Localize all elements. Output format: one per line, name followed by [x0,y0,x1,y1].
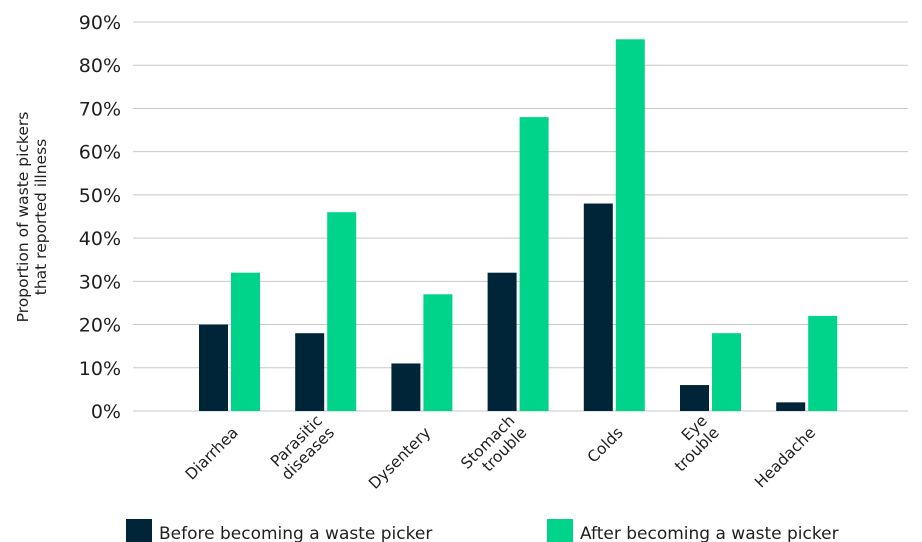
bar-after [327,212,357,411]
x-tick-label: Diarrhea [182,424,242,484]
y-tick-label: 70% [79,98,121,120]
legend: Before becoming a waste picker After beco… [126,519,839,542]
y-tick-label: 80% [79,55,121,77]
x-tick-label-line: Headache [751,424,819,492]
y-axis-title-line: that reported illness [32,139,50,295]
y-tick-label: 0% [91,401,121,423]
bar-before [487,272,517,411]
bar-before [680,385,709,411]
y-tick-label: 60% [79,142,121,164]
x-tick-label: Headache [751,424,819,492]
y-tick-label: 20% [79,315,121,337]
bar-before [295,333,325,411]
legend-swatch [126,519,152,542]
bar-before [583,203,613,411]
y-tick-label: 40% [79,228,121,250]
y-tick-label: 90% [79,12,121,34]
legend-label: Before becoming a waste picker [159,524,432,542]
y-axis-title: Proportion of waste pickersthat reported… [14,112,50,323]
y-tick-label: 10% [79,358,121,380]
bar-after [712,333,741,411]
bars [199,39,838,412]
bar-after [808,315,838,411]
legend-swatch [547,519,573,542]
x-tick-label: Colds [584,424,627,467]
bar-before [199,324,228,411]
y-axis-ticks: 0% 10% 20% 30% 40% 50% 60% 70% 80% 90% [79,12,121,423]
bar-after [231,272,260,411]
bar-after [423,294,453,411]
legend-label: After becoming a waste picker [580,524,839,542]
bar-before [776,402,806,411]
x-tick-label: Dysentery [365,424,434,493]
bar-after [519,117,549,411]
y-tick-label: 50% [79,185,121,207]
x-tick-label-line: Colds [584,424,627,467]
bar-before [391,363,421,411]
x-tick-label-line: Dysentery [365,424,434,493]
x-tick-label-line: Diarrhea [182,424,242,484]
bar-after [615,39,645,412]
y-axis-title-line: Proportion of waste pickers [14,112,32,323]
y-tick-label: 30% [79,271,121,293]
